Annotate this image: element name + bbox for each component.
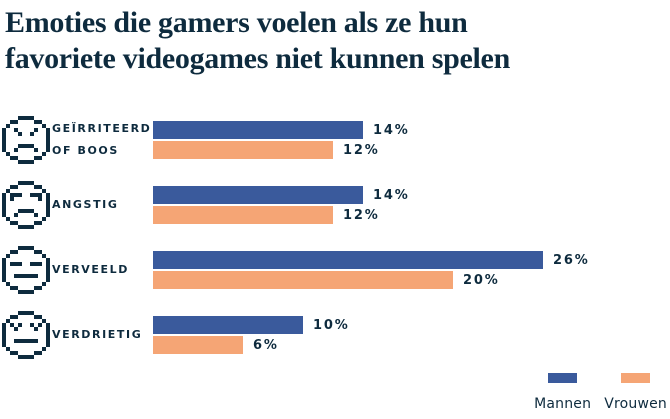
bar-group: 26% 20% <box>153 251 590 289</box>
legend: Mannen Vrouwen <box>534 373 667 412</box>
women-bar-value-label: 12% <box>343 207 380 223</box>
men-bar <box>153 121 363 139</box>
emotion-row: GEÏRRITEERD OF BOOS 14% 12% <box>0 116 670 164</box>
women-bar <box>153 271 453 289</box>
bar-group: 14% 12% <box>153 186 410 224</box>
men-bar-value-label: 26% <box>553 252 590 268</box>
legend-label: Vrouwen <box>604 396 667 412</box>
anxious-face-icon <box>2 181 50 229</box>
men-bar-value-label: 14% <box>373 122 410 138</box>
emotion-row: VERDRIETIG 10% 6% <box>0 311 670 359</box>
emotion-row: VERVEELD 26% 20% <box>0 246 670 294</box>
women-bar-line: 20% <box>153 271 590 289</box>
women-bar-value-label: 12% <box>343 142 380 158</box>
legend-label: Mannen <box>534 396 592 412</box>
category-label-line: OF BOOS <box>52 144 119 157</box>
legend-item-mannen: Mannen <box>534 373 591 412</box>
women-bar-line: 6% <box>153 336 350 354</box>
women-bar-line: 12% <box>153 206 410 224</box>
category-label-line: VERDRIETIG <box>52 328 143 341</box>
category-label: GEÏRRITEERD OF BOOS <box>50 118 153 162</box>
men-bar <box>153 316 303 334</box>
category-label: VERVEELD <box>50 259 153 281</box>
category-label-line: VERVEELD <box>52 263 129 276</box>
women-bar-value-label: 6% <box>253 337 279 353</box>
emotion-row: ANGSTIG 14% 12% <box>0 181 670 229</box>
legend-item-vrouwen: Vrouwen <box>604 373 667 412</box>
bar-group: 14% 12% <box>153 121 410 159</box>
bar-chart: GEÏRRITEERD OF BOOS 14% 12% ANGSTIG 14% 12% VER… <box>0 116 670 381</box>
men-bar-line: 10% <box>153 316 350 334</box>
sad-face-icon <box>2 311 50 359</box>
women-bar-value-label: 20% <box>463 272 500 288</box>
men-bar <box>153 251 543 269</box>
category-label: ANGSTIG <box>50 194 153 216</box>
women-bar <box>153 141 333 159</box>
men-bar-line: 14% <box>153 121 410 139</box>
bar-group: 10% 6% <box>153 316 350 354</box>
chart-title-line-1: Emoties die gamers voelen als ze hun <box>5 6 468 39</box>
legend-swatch-vrouwen <box>621 373 651 383</box>
men-bar <box>153 186 363 204</box>
men-bar-value-label: 10% <box>313 317 350 333</box>
men-bar-value-label: 14% <box>373 187 410 203</box>
chart-title-line-2: favoriete videogames niet kunnen spelen <box>5 42 510 75</box>
category-label-line: ANGSTIG <box>52 198 119 211</box>
men-bar-line: 14% <box>153 186 410 204</box>
legend-swatch-mannen <box>548 373 578 383</box>
women-bar-line: 12% <box>153 141 410 159</box>
bored-face-icon <box>2 246 50 294</box>
chart-title: Emoties die gamers voelen als ze hun fav… <box>5 5 660 77</box>
category-label-line: GEÏRRITEERD <box>52 122 152 135</box>
angry-face-icon <box>2 116 50 164</box>
category-label: VERDRIETIG <box>50 324 153 346</box>
women-bar <box>153 206 333 224</box>
men-bar-line: 26% <box>153 251 590 269</box>
women-bar <box>153 336 243 354</box>
